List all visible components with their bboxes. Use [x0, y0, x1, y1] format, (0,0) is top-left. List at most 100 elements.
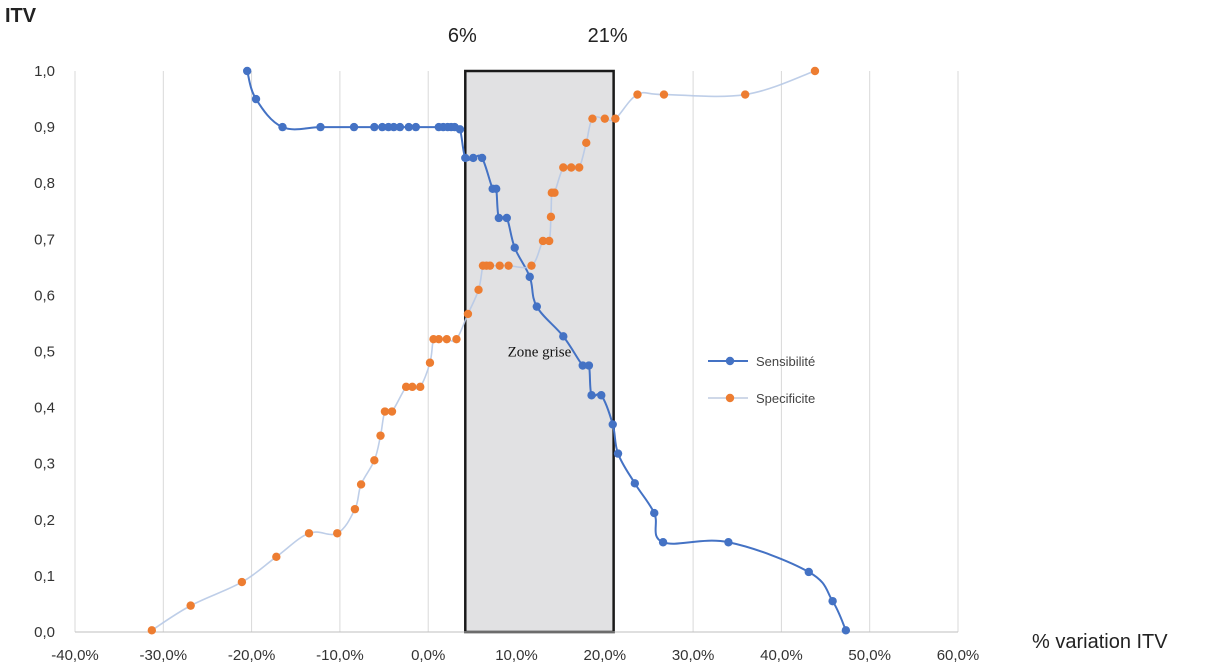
data-point-sensibilite: [587, 391, 596, 400]
data-point-specificite: [504, 261, 513, 270]
data-point-sensibilite: [532, 302, 542, 311]
data-point-specificite: [485, 261, 495, 270]
data-point-sensibilite: [804, 567, 813, 577]
x-tick-label: -10,0%: [316, 647, 364, 664]
x-tick-label: 10,0%: [495, 647, 538, 664]
data-point-sensibilite: [597, 391, 606, 400]
data-point-specificite: [356, 480, 366, 489]
data-point-specificite: [600, 114, 609, 123]
data-point-specificite: [333, 529, 342, 538]
y-tick-label: 0,8: [34, 175, 55, 192]
data-point-specificite: [582, 138, 591, 148]
x-axis-title: % variation ITV: [1032, 631, 1168, 653]
data-point-sensibilite: [278, 122, 287, 132]
data-point-sensibilite: [828, 596, 837, 606]
data-point-specificite: [659, 90, 669, 99]
data-point-sensibilite: [411, 122, 421, 132]
data-point-specificite: [376, 431, 385, 440]
data-point-sensibilite: [370, 122, 379, 132]
x-tick-label: 0,0%: [411, 647, 445, 664]
data-point-specificite: [416, 382, 425, 392]
data-point-specificite: [272, 552, 281, 562]
data-point-sensibilite: [251, 94, 261, 104]
y-tick-label: 0,7: [34, 231, 55, 248]
data-point-specificite: [452, 334, 461, 344]
data-point-specificite: [147, 626, 157, 635]
data-point-specificite: [527, 261, 536, 270]
x-tick-label: -20,0%: [228, 647, 276, 664]
data-point-sensibilite: [469, 153, 478, 163]
legend-label-specificite: Specificite: [756, 391, 815, 406]
y-tick-labels: 0,0 0,1 0,2 0,3 0,4 0,5 0,6 0,7 0,8 0,9 1,0: [34, 63, 55, 641]
data-point-sensibilite: [559, 332, 568, 341]
data-point-sensibilite: [841, 626, 851, 635]
data-point-specificite: [463, 309, 473, 319]
data-point-specificite: [387, 407, 397, 416]
data-point-sensibilite: [378, 122, 387, 132]
x-tick-label: 50,0%: [848, 647, 891, 664]
data-point-specificite: [237, 577, 247, 587]
data-point-sensibilite: [477, 153, 487, 163]
data-point-sensibilite: [510, 243, 519, 252]
data-point-sensibilite: [494, 213, 504, 223]
data-point-specificite: [474, 285, 483, 294]
data-point-sensibilite: [502, 213, 511, 223]
data-point-specificite: [810, 66, 820, 76]
data-point-sensibilite: [316, 122, 325, 132]
y-tick-label: 0,5: [34, 344, 55, 361]
data-point-sensibilite: [389, 122, 398, 132]
data-point-sensibilite: [491, 184, 501, 194]
legend-marker-specificite: [725, 393, 735, 403]
y-tick-label: 0,4: [34, 400, 55, 417]
data-point-specificite: [574, 163, 584, 172]
data-point-sensibilite: [455, 125, 465, 134]
data-point-specificite: [186, 601, 195, 610]
data-point-specificite: [401, 382, 411, 392]
x-tick-label: 30,0%: [672, 647, 715, 664]
gray-zone-rect: [464, 69, 615, 634]
data-point-specificite: [304, 529, 314, 538]
x-tick-label: 20,0%: [584, 647, 627, 664]
y-tick-label: 0,9: [34, 119, 55, 136]
data-point-sensibilite: [658, 538, 668, 547]
data-point-sensibilite: [578, 361, 587, 370]
data-point-specificite: [370, 456, 379, 465]
data-point-specificite: [611, 114, 620, 123]
data-point-specificite: [442, 334, 451, 344]
data-point-sensibilite: [349, 122, 359, 132]
data-point-specificite: [350, 504, 360, 514]
data-point-sensibilite: [608, 420, 617, 429]
legend-marker-sensibilite: [725, 356, 735, 366]
data-point-specificite: [740, 90, 750, 99]
data-point-sensibilite: [461, 153, 470, 163]
data-point-specificite: [538, 236, 548, 246]
data-point-specificite: [425, 358, 435, 367]
data-point-specificite: [567, 163, 576, 172]
gray-zone-group: Zone grise 6% 21%: [448, 25, 628, 634]
x-tick-labels: -40,0% -30,0% -20,0% -10,0% 0,0% 10,0% 20,0% 30…: [51, 647, 979, 664]
y-tick-label: 0,2: [34, 512, 55, 529]
data-point-sensibilite: [404, 122, 413, 132]
data-point-sensibilite: [525, 272, 534, 282]
data-point-sensibilite: [630, 479, 640, 488]
x-tick-label: -30,0%: [140, 647, 188, 664]
x-tick-label: -40,0%: [51, 647, 99, 664]
data-point-sensibilite: [242, 66, 252, 76]
data-point-sensibilite: [650, 508, 659, 518]
y-tick-label: 0,6: [34, 287, 55, 304]
series-group: [147, 66, 851, 635]
data-point-specificite: [588, 114, 597, 123]
data-point-specificite: [550, 188, 559, 197]
data-point-sensibilite: [724, 538, 733, 547]
y-axis-title: ITV: [5, 5, 37, 27]
legend-label-sensibilite: Sensibilité: [756, 354, 815, 369]
data-point-specificite: [408, 382, 417, 392]
x-tick-label: 40,0%: [760, 647, 803, 664]
data-point-specificite: [380, 407, 390, 416]
data-point-sensibilite: [584, 361, 594, 370]
y-tick-label: 1,0: [34, 63, 55, 80]
gray-zone-start-label: 6%: [448, 25, 477, 47]
y-tick-label: 0,3: [34, 456, 55, 473]
data-point-specificite: [633, 90, 642, 99]
